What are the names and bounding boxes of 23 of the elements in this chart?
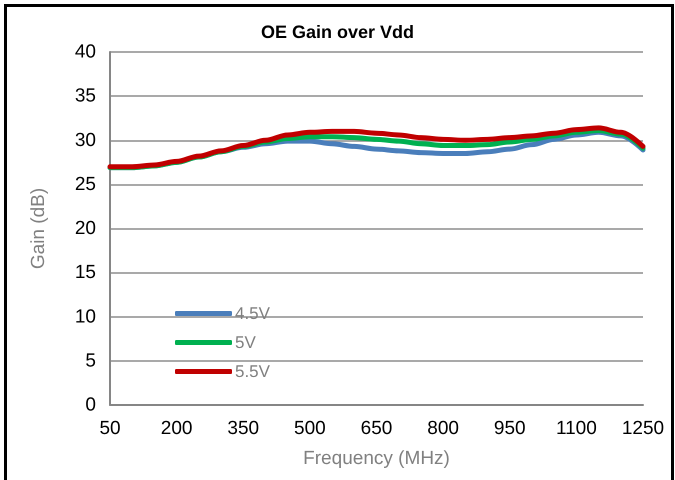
x-tick-label: 800 — [427, 418, 459, 439]
x-tick-label: 50 — [99, 418, 121, 439]
y-tick-label: 10 — [74, 306, 96, 328]
y-tick-label: 0 — [85, 394, 96, 416]
x-tick-label: 1100 — [556, 418, 597, 439]
x-tick-label: 350 — [227, 418, 260, 439]
y-tick-label: 5 — [85, 350, 96, 372]
x-tick-label: 500 — [294, 418, 326, 439]
legend-label: 5V — [235, 333, 256, 352]
y-axis-title: Gain (dB) — [28, 188, 49, 270]
legend-label: 5.5V — [235, 362, 271, 381]
chart-title: OE Gain over Vdd — [260, 22, 414, 42]
y-tick-label: 40 — [74, 42, 96, 62]
x-tick-label: 200 — [160, 418, 192, 439]
x-axis-title: Frequency (MHz) — [303, 448, 450, 469]
y-tick-label: 35 — [74, 86, 96, 107]
y-tick-label: 15 — [74, 262, 96, 284]
x-tick-label: 1250 — [622, 418, 664, 439]
x-tick-label: 950 — [494, 418, 526, 439]
y-tick-label: 20 — [74, 218, 96, 239]
x-tick-label: 650 — [360, 418, 392, 439]
y-tick-label: 25 — [74, 174, 96, 195]
y-tick-label: 30 — [74, 130, 96, 151]
